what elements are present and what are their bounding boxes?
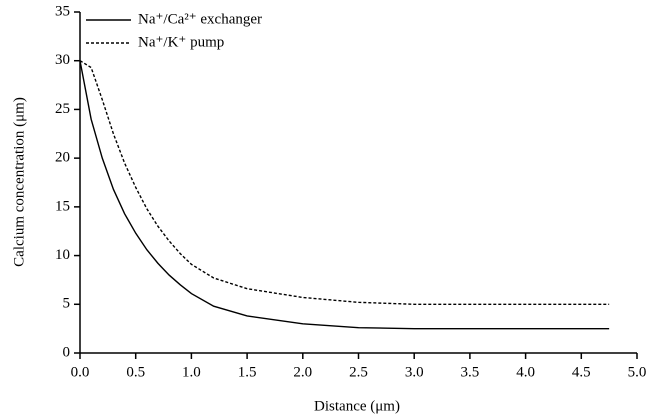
x-tick-label: 1.0	[182, 364, 201, 380]
x-tick-label: 2.0	[293, 364, 312, 380]
y-tick-label: 30	[55, 52, 70, 68]
y-tick-label: 10	[55, 247, 70, 263]
legend-label: Na⁺/Ca²⁺ exchanger	[138, 11, 262, 27]
x-tick-label: 4.5	[572, 364, 591, 380]
x-tick-label: 0.0	[71, 364, 90, 380]
legend-label: Na⁺/K⁺ pump	[138, 34, 224, 50]
x-tick-label: 5.0	[628, 364, 647, 380]
y-tick-label: 5	[63, 296, 71, 312]
y-tick-label: 25	[55, 101, 70, 117]
y-tick-label: 15	[55, 198, 70, 214]
x-tick-label: 3.0	[405, 364, 424, 380]
y-tick-label: 35	[55, 3, 70, 19]
x-tick-label: 1.5	[238, 364, 257, 380]
series-line	[79, 60, 610, 305]
y-axis-label: Calcium concentration (μm)	[11, 97, 27, 267]
x-tick-label: 4.0	[516, 364, 535, 380]
x-axis-label: Distance (μm)	[314, 398, 400, 414]
y-tick-label: 20	[55, 150, 70, 166]
x-tick-label: 0.5	[126, 364, 145, 380]
x-tick-label: 3.5	[461, 364, 480, 380]
y-tick-label: 0	[63, 344, 71, 360]
x-tick-label: 2.5	[349, 364, 368, 380]
series-line	[79, 60, 610, 330]
